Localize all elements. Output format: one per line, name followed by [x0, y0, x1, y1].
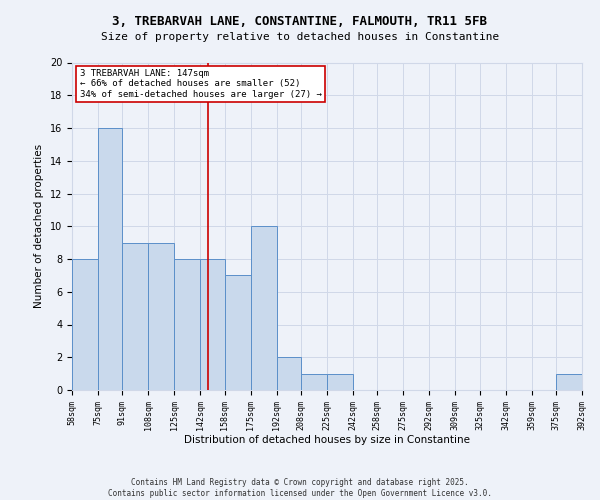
Bar: [301, 374, 327, 390]
Y-axis label: Number of detached properties: Number of detached properties: [34, 144, 44, 308]
Bar: [98, 128, 122, 390]
Text: 3, TREBARVAH LANE, CONSTANTINE, FALMOUTH, TR11 5FB: 3, TREBARVAH LANE, CONSTANTINE, FALMOUTH…: [113, 15, 487, 28]
Bar: [224, 276, 251, 390]
Bar: [148, 242, 175, 390]
Bar: [122, 242, 148, 390]
Bar: [251, 226, 277, 390]
X-axis label: Distribution of detached houses by size in Constantine: Distribution of detached houses by size …: [184, 436, 470, 446]
Bar: [200, 259, 224, 390]
Bar: [327, 374, 353, 390]
Text: 3 TREBARVAH LANE: 147sqm
← 66% of detached houses are smaller (52)
34% of semi-d: 3 TREBARVAH LANE: 147sqm ← 66% of detach…: [80, 69, 322, 99]
Bar: [556, 374, 582, 390]
Bar: [175, 259, 200, 390]
Text: Size of property relative to detached houses in Constantine: Size of property relative to detached ho…: [101, 32, 499, 42]
Bar: [72, 259, 98, 390]
Bar: [277, 357, 301, 390]
Text: Contains HM Land Registry data © Crown copyright and database right 2025.
Contai: Contains HM Land Registry data © Crown c…: [108, 478, 492, 498]
